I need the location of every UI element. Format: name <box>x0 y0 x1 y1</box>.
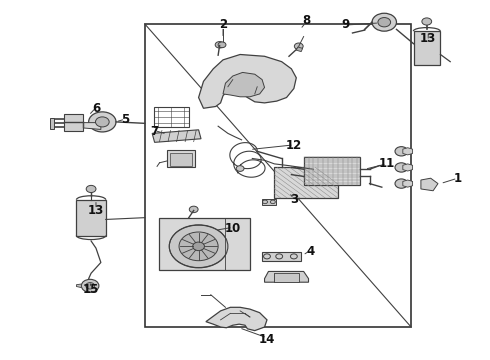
Circle shape <box>218 42 226 48</box>
Polygon shape <box>403 148 413 155</box>
Text: 1: 1 <box>453 172 462 185</box>
Text: 11: 11 <box>379 157 395 170</box>
Polygon shape <box>152 130 201 142</box>
Text: 7: 7 <box>150 125 159 138</box>
Text: 9: 9 <box>341 18 349 31</box>
Bar <box>274 167 338 198</box>
Circle shape <box>378 18 391 27</box>
Circle shape <box>169 225 228 268</box>
Bar <box>145 24 411 327</box>
Polygon shape <box>421 178 438 191</box>
Bar <box>159 218 250 270</box>
Circle shape <box>395 147 408 156</box>
Text: 2: 2 <box>219 18 227 31</box>
Text: 15: 15 <box>83 283 99 296</box>
Text: 4: 4 <box>307 245 315 258</box>
Bar <box>64 114 83 131</box>
Polygon shape <box>223 72 265 97</box>
Polygon shape <box>206 307 267 330</box>
Text: 13: 13 <box>420 32 437 45</box>
Bar <box>274 273 299 282</box>
Text: 13: 13 <box>88 204 104 217</box>
Polygon shape <box>296 47 303 51</box>
Polygon shape <box>76 284 81 288</box>
Circle shape <box>189 206 198 213</box>
Polygon shape <box>403 164 413 171</box>
Bar <box>262 199 276 205</box>
Circle shape <box>81 279 99 292</box>
Circle shape <box>86 283 95 289</box>
Text: 8: 8 <box>302 14 310 27</box>
Circle shape <box>215 41 224 48</box>
Polygon shape <box>265 271 309 282</box>
Text: 6: 6 <box>92 102 100 115</box>
Circle shape <box>179 232 218 261</box>
Polygon shape <box>198 54 296 108</box>
Polygon shape <box>84 123 101 130</box>
Bar <box>167 150 195 167</box>
Text: 12: 12 <box>286 139 302 152</box>
Bar <box>262 252 301 261</box>
Circle shape <box>86 185 96 193</box>
Text: 3: 3 <box>290 193 298 206</box>
Text: 14: 14 <box>259 333 275 346</box>
Circle shape <box>422 18 432 25</box>
Circle shape <box>395 179 408 188</box>
Bar <box>170 153 192 166</box>
Bar <box>76 200 106 235</box>
Circle shape <box>96 117 109 127</box>
Bar <box>414 31 441 65</box>
Bar <box>154 107 189 127</box>
Bar <box>304 157 360 185</box>
Text: 5: 5 <box>121 113 129 126</box>
Circle shape <box>193 242 204 251</box>
Circle shape <box>395 163 408 172</box>
Circle shape <box>89 112 116 132</box>
Text: 10: 10 <box>224 222 241 235</box>
Polygon shape <box>403 180 413 187</box>
Circle shape <box>236 166 244 171</box>
Circle shape <box>372 13 396 31</box>
Circle shape <box>294 43 303 49</box>
Bar <box>49 118 54 129</box>
